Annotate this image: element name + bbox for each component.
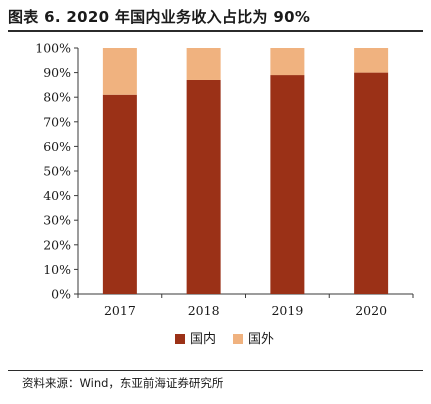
bar-segment-domestic [354, 72, 389, 294]
bar-segment-overseas [270, 48, 305, 76]
y-tick-label: 30% [43, 213, 71, 228]
y-tick-label: 40% [43, 188, 71, 203]
y-tick-label: 60% [43, 139, 71, 154]
y-tick-label: 20% [43, 237, 71, 252]
legend-swatch-overseas [233, 334, 243, 344]
legend-label-domestic: 国内 [190, 331, 216, 347]
y-tick-label: 50% [43, 164, 71, 179]
bar-segment-overseas [102, 48, 137, 95]
bar-segment-overseas [354, 48, 389, 73]
x-tick-label: 2020 [355, 303, 387, 318]
y-tick-label: 90% [43, 65, 71, 80]
x-tick-label: 2019 [271, 303, 303, 318]
legend-swatch-domestic [175, 334, 185, 344]
source-rule [8, 370, 423, 371]
bar-segment-overseas [186, 48, 221, 80]
bar-segment-domestic [102, 94, 137, 295]
title-rule [8, 30, 423, 32]
chart-title: 图表 6. 2020 年国内业务收入占比为 90% [8, 8, 311, 26]
y-tick-label: 10% [43, 262, 71, 277]
y-tick-label: 80% [43, 90, 71, 105]
y-tick-label: 0% [51, 287, 71, 302]
x-tick-label: 2017 [104, 303, 136, 318]
y-axis: 0% 10% 20% 30% 40% 50% 60% 70% 80% 90% 100% [35, 41, 79, 302]
legend-label-overseas: 国外 [248, 332, 274, 347]
x-axis: 2017 2018 2019 2020 [77, 293, 414, 318]
bars [102, 48, 389, 295]
y-tick-label: 70% [43, 114, 71, 129]
x-tick-label: 2018 [188, 303, 220, 318]
y-tick-label: 100% [35, 41, 71, 56]
bar-segment-domestic [186, 79, 221, 294]
legend: 国内 国外 [175, 331, 274, 347]
bar-segment-domestic [270, 75, 305, 294]
source-note: 资料来源：Wind，东亚前海证券研究所 [22, 376, 224, 390]
